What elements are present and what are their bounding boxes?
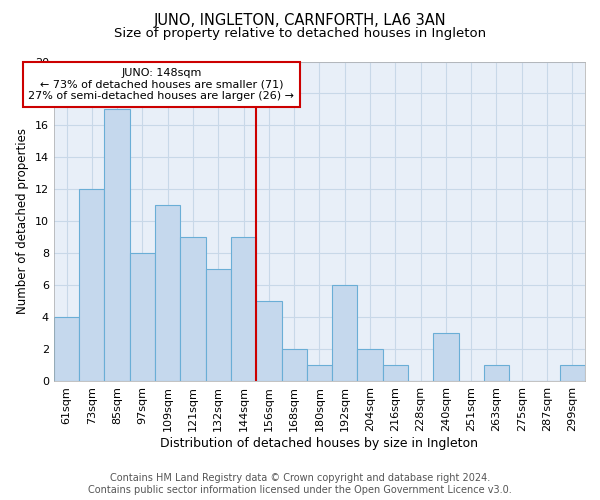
Text: Contains HM Land Registry data © Crown copyright and database right 2024.
Contai: Contains HM Land Registry data © Crown c… [88, 474, 512, 495]
Bar [130, 254, 155, 382]
Bar [206, 270, 231, 382]
Bar [307, 366, 332, 382]
Bar [54, 318, 79, 382]
Y-axis label: Number of detached properties: Number of detached properties [16, 128, 29, 314]
Bar [433, 334, 458, 382]
Text: Size of property relative to detached houses in Ingleton: Size of property relative to detached ho… [114, 28, 486, 40]
Bar [484, 366, 509, 382]
Bar [383, 366, 408, 382]
Bar [104, 110, 130, 382]
Bar [231, 238, 256, 382]
Text: JUNO: 148sqm
← 73% of detached houses are smaller (71)
27% of semi-detached hous: JUNO: 148sqm ← 73% of detached houses ar… [28, 68, 295, 101]
Bar [358, 350, 383, 382]
Bar [79, 190, 104, 382]
Bar [281, 350, 307, 382]
Text: JUNO, INGLETON, CARNFORTH, LA6 3AN: JUNO, INGLETON, CARNFORTH, LA6 3AN [154, 12, 446, 28]
Bar [256, 302, 281, 382]
Bar [181, 238, 206, 382]
Bar [560, 366, 585, 382]
Bar [155, 206, 181, 382]
X-axis label: Distribution of detached houses by size in Ingleton: Distribution of detached houses by size … [160, 437, 478, 450]
Bar [332, 286, 358, 382]
